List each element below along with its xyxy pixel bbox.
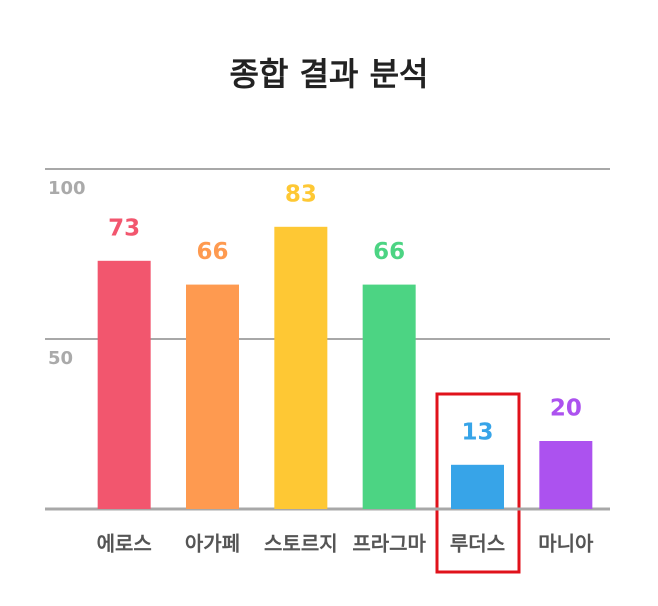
bar (451, 464, 504, 509)
value-label: 66 (196, 239, 228, 265)
bar (97, 260, 151, 509)
x-tick-label: 스토르지 (264, 532, 338, 556)
chart-title: 종합 결과 분석 (230, 55, 429, 93)
x-tick-label: 아가페 (185, 532, 240, 556)
highlight-box (435, 392, 521, 574)
value-label: 13 (461, 419, 493, 445)
value-label: 73 (108, 215, 140, 241)
x-tick-label: 에로스 (97, 532, 152, 556)
bar (274, 226, 328, 510)
x-tick-label: 프라그마 (352, 532, 426, 556)
x-tick-label: 루더스 (450, 532, 505, 556)
y-tick-label: 50 (48, 348, 73, 369)
value-label: 66 (373, 239, 405, 265)
bar (539, 441, 593, 509)
y-tick-label: 100 (48, 178, 86, 199)
value-label: 20 (550, 396, 582, 422)
bar (186, 284, 239, 509)
bar (362, 284, 416, 509)
value-label: 83 (285, 181, 317, 207)
x-tick-label: 마니아 (538, 532, 594, 556)
